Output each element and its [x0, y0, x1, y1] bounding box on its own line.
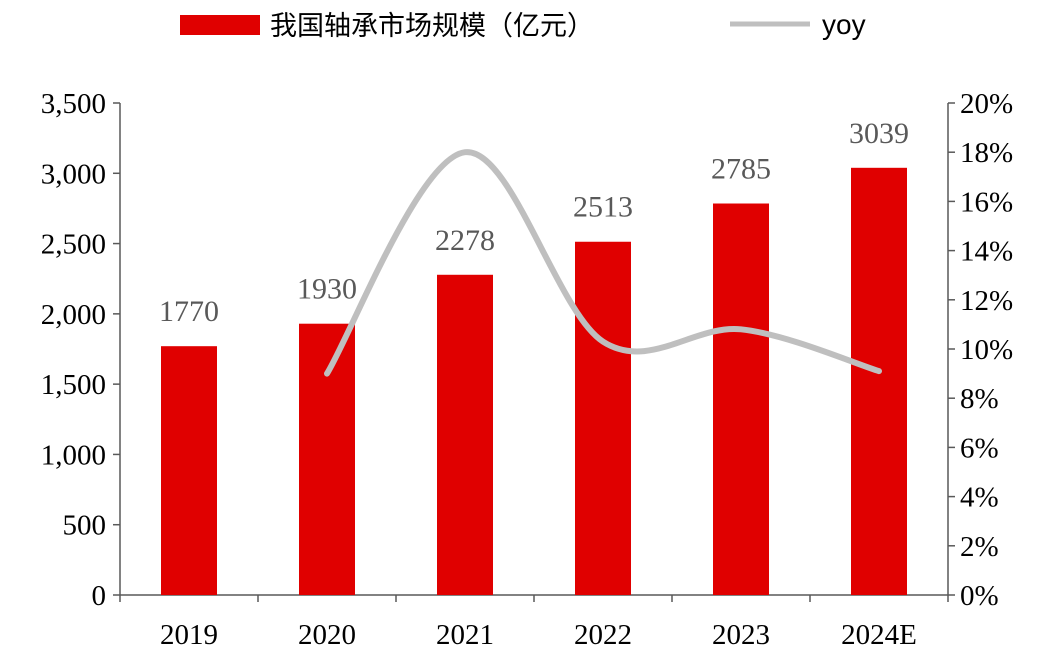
left-axis-tick-label: 2,500 — [41, 229, 106, 261]
right-axis-tick-label: 6% — [960, 432, 999, 464]
legend-bar-label: 我国轴承市场规模（亿元） — [270, 11, 594, 42]
bar — [851, 168, 907, 595]
right-axis-tick-label: 14% — [960, 236, 1013, 268]
left-axis-tick-label: 1,500 — [41, 369, 106, 401]
right-axis-tick-label: 8% — [960, 383, 999, 415]
bar-data-label: 2785 — [711, 153, 771, 186]
left-axis: 0 500 1,000 1,500 2,000 2,500 3,000 3,500 — [41, 88, 120, 612]
right-axis-tick-label: 18% — [960, 137, 1013, 169]
x-axis: 2019 2020 2021 2022 2023 2024E — [120, 595, 948, 651]
left-axis-tick-label: 2,000 — [41, 299, 106, 331]
legend-bar-swatch — [180, 15, 260, 35]
left-axis-tick-label: 0 — [92, 580, 107, 612]
right-axis-tick-label: 0% — [960, 580, 999, 612]
x-axis-tick-label: 2021 — [436, 619, 494, 651]
right-axis-tick-label: 16% — [960, 186, 1013, 218]
bar-data-label: 1930 — [297, 273, 357, 306]
legend: 我国轴承市场规模（亿元） yoy — [180, 9, 866, 42]
bar-data-label: 3039 — [849, 117, 909, 150]
left-axis-tick-label: 3,500 — [41, 88, 106, 120]
x-axis-tick-label: 2023 — [712, 619, 770, 651]
right-axis-tick-label: 12% — [960, 285, 1013, 317]
right-axis: 0% 2% 4% 6% 8% 10% 12% 14% 16% 18% 20% — [948, 88, 1013, 612]
bar-data-label: 2513 — [573, 191, 633, 224]
x-axis-tick-label: 2024E — [841, 619, 917, 651]
left-axis-tick-label: 500 — [63, 510, 107, 542]
bar — [161, 346, 217, 595]
left-axis-tick-label: 3,000 — [41, 158, 106, 190]
bar-data-label: 1770 — [159, 295, 219, 328]
right-axis-tick-label: 4% — [960, 482, 999, 514]
bar-data-labels: 1770 1930 2278 2513 2785 3039 — [159, 117, 909, 328]
bar — [713, 204, 769, 595]
bar — [575, 242, 631, 595]
right-axis-tick-label: 2% — [960, 531, 999, 563]
x-axis-tick-label: 2022 — [574, 619, 632, 651]
x-axis-tick-label: 2019 — [160, 619, 218, 651]
right-axis-tick-label: 20% — [960, 88, 1013, 120]
legend-line-label: yoy — [822, 9, 866, 40]
bar-data-label: 2278 — [435, 224, 495, 257]
left-axis-tick-label: 1,000 — [41, 439, 106, 471]
bar — [299, 324, 355, 595]
bar — [437, 275, 493, 595]
x-axis-tick-label: 2020 — [298, 619, 356, 651]
right-axis-tick-label: 10% — [960, 334, 1013, 366]
